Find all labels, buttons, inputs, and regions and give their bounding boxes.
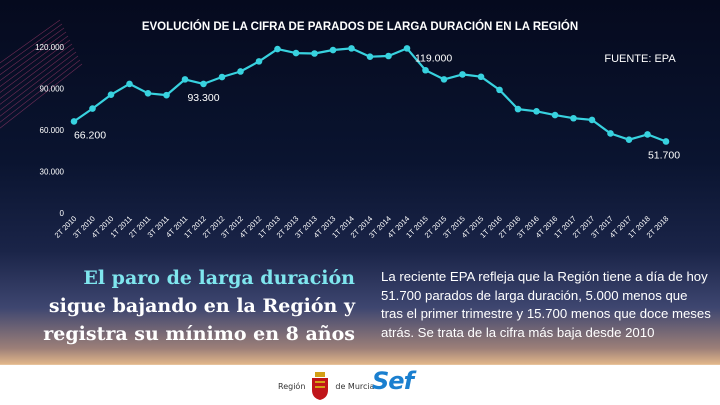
data-point (200, 80, 207, 88)
data-point (292, 49, 300, 57)
data-point (496, 86, 503, 94)
data-point (274, 45, 281, 53)
data-point (89, 105, 96, 112)
data-point (533, 108, 540, 115)
y-tick-label: 0 (60, 209, 65, 218)
series-polyline (73, 47, 667, 143)
body-paragraph: La reciente EPA refleja que la Región ti… (381, 269, 711, 340)
decor-line (0, 19, 61, 64)
data-point (163, 91, 170, 99)
data-point (107, 91, 115, 99)
data-point (440, 76, 448, 83)
y-tick-label: 90.000 (40, 85, 65, 94)
data-point (329, 46, 337, 54)
data-point (422, 66, 429, 74)
decor-line (0, 27, 65, 76)
data-point (348, 45, 355, 52)
logo-text-right: de Murcia (335, 381, 375, 391)
chart-source: FUENTE: EPA (604, 53, 676, 65)
decor-line (0, 59, 81, 123)
data-label: 119.000 (415, 52, 452, 64)
y-tick-label: 120.000 (35, 43, 64, 52)
data-point (311, 50, 318, 57)
data-point (403, 45, 411, 52)
logo-text-left: Región (278, 381, 306, 391)
region-murcia-logo: Región de Murcia (278, 371, 375, 401)
data-point (366, 53, 374, 60)
data-point (459, 71, 466, 78)
decor-line (0, 23, 63, 70)
data-point (255, 58, 263, 65)
data-point (218, 73, 226, 81)
data-point (70, 118, 78, 125)
headline-line-1: El paro de larga duración (83, 267, 355, 289)
decor-line (0, 51, 77, 111)
decor-line (0, 39, 71, 93)
data-point (607, 130, 614, 137)
headline: El paro de larga duración sigue bajando … (20, 264, 355, 348)
data-point (570, 114, 577, 122)
data-point (126, 80, 133, 88)
data-labels: 66.200 93.300 119.000 51.700 (74, 52, 680, 161)
data-point (385, 52, 392, 60)
footer: Región de Murcia Sef (0, 365, 720, 405)
y-axis: 0 30.000 60.000 90.000 120.000 (35, 43, 64, 218)
data-point (144, 90, 152, 97)
data-point (588, 116, 596, 124)
line-chart: EVOLUCIÓN DE LA CIFRA DE PARADOS DE LARG… (0, 19, 680, 240)
data-point (477, 73, 485, 81)
decor-line (0, 31, 67, 82)
data-point (237, 68, 244, 75)
y-tick-label: 30.000 (40, 168, 65, 177)
decor-line (0, 63, 83, 129)
data-point (662, 138, 670, 145)
decor-line (0, 55, 79, 117)
decor-line (0, 35, 69, 87)
data-label: 66.200 (74, 129, 106, 141)
sef-logo: Sef (372, 367, 414, 395)
headline-line-3: registra su mínimo en 8 años (43, 323, 355, 345)
decor-line (0, 47, 75, 105)
coat-of-arms-icon (312, 372, 329, 400)
chart-title: EVOLUCIÓN DE LA CIFRA DE PARADOS DE LARG… (142, 20, 578, 33)
data-label: 93.300 (187, 92, 219, 104)
decorative-lines (0, 19, 83, 129)
data-point (551, 111, 559, 119)
data-point (181, 76, 189, 83)
series-line (70, 45, 670, 145)
decor-line (0, 43, 73, 99)
data-point (644, 131, 651, 138)
data-point (514, 105, 522, 113)
data-point (625, 136, 633, 143)
data-label: 51.700 (648, 149, 680, 161)
y-tick-label: 60.000 (40, 126, 65, 135)
headline-line-2: sigue bajando en la Región y (48, 295, 355, 317)
